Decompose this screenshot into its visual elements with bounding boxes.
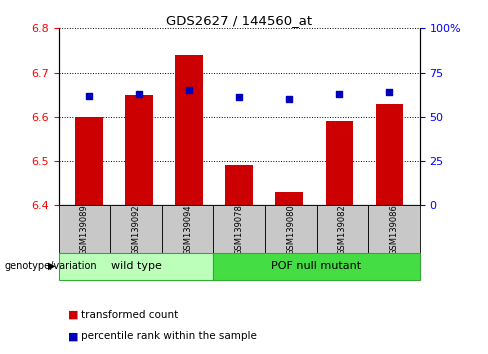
Bar — [265, 205, 317, 253]
Point — [335, 91, 343, 97]
Text: transformed count: transformed count — [81, 310, 178, 320]
Point — [386, 89, 393, 95]
Bar — [110, 205, 162, 253]
Point — [235, 95, 243, 100]
Point — [185, 87, 193, 93]
Text: POF null mutant: POF null mutant — [271, 261, 362, 272]
Text: ■: ■ — [68, 331, 79, 341]
Text: percentile rank within the sample: percentile rank within the sample — [81, 331, 256, 341]
Text: wild type: wild type — [110, 261, 162, 272]
Title: GDS2627 / 144560_at: GDS2627 / 144560_at — [166, 14, 312, 27]
Bar — [376, 104, 403, 205]
Text: ■: ■ — [68, 310, 79, 320]
Point — [285, 96, 293, 102]
Text: GSM139092: GSM139092 — [131, 204, 141, 255]
Bar — [213, 205, 265, 253]
Bar — [275, 192, 303, 205]
Bar — [59, 253, 213, 280]
Point — [85, 93, 93, 98]
Text: GSM139078: GSM139078 — [235, 204, 244, 255]
Bar — [317, 205, 368, 253]
Text: ▶: ▶ — [47, 261, 55, 271]
Text: GSM139082: GSM139082 — [338, 204, 347, 255]
Text: genotype/variation: genotype/variation — [5, 261, 98, 271]
Point — [135, 91, 143, 97]
Text: GSM139086: GSM139086 — [389, 204, 398, 255]
Bar — [213, 253, 420, 280]
Bar — [125, 95, 153, 205]
Text: GSM139094: GSM139094 — [183, 204, 192, 255]
Bar — [75, 117, 102, 205]
Bar — [162, 205, 213, 253]
Text: GSM139080: GSM139080 — [286, 204, 295, 255]
Bar — [225, 166, 253, 205]
Text: GSM139089: GSM139089 — [80, 204, 89, 255]
Bar — [59, 205, 110, 253]
Bar — [368, 205, 420, 253]
Bar — [175, 55, 203, 205]
Bar — [325, 121, 353, 205]
